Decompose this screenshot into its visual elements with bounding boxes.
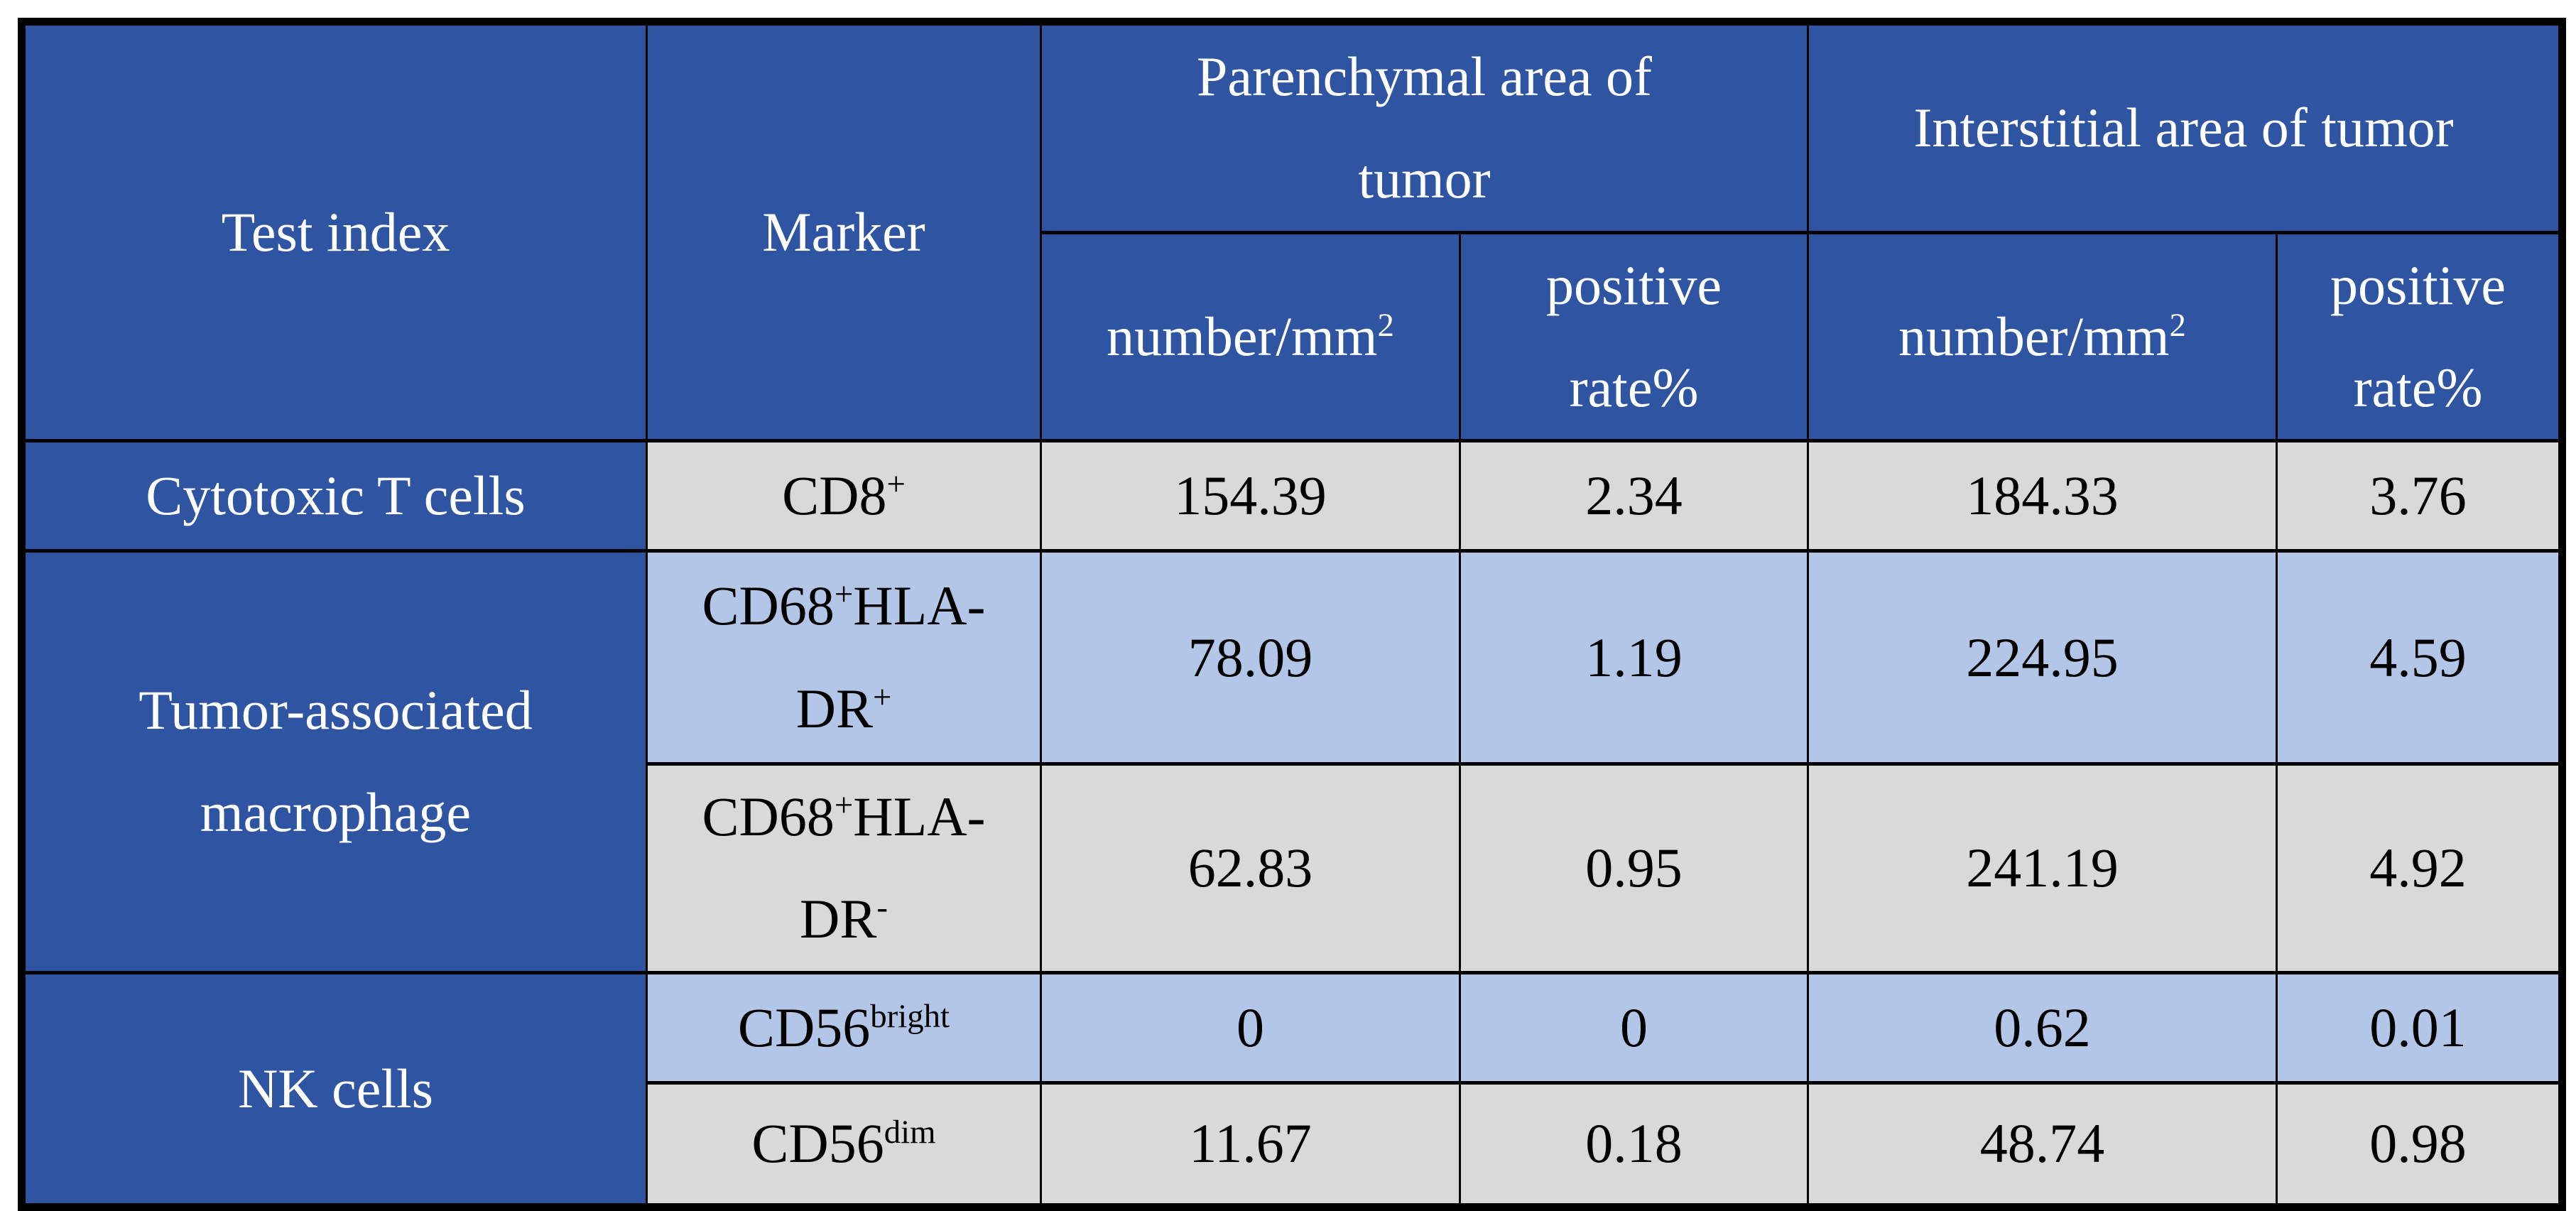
value-cell: 1.19 <box>1459 549 1809 766</box>
marker-superscript: bright <box>870 997 950 1035</box>
value-cell: 3.76 <box>2275 439 2564 553</box>
marker-cell-cd56-bright: CD56bright <box>646 970 1042 1085</box>
marker-superscript: dim <box>884 1114 936 1151</box>
value-cell: 0.01 <box>2275 970 2564 1085</box>
immune-cell-table: Test index Marker Parenchymal area of tu… <box>18 18 2567 1211</box>
value-cell: 0.98 <box>2275 1080 2564 1209</box>
value-cell: 0 <box>1040 970 1461 1085</box>
value-text: 224.95 <box>1966 626 2119 688</box>
value-cell: 224.95 <box>1807 549 2278 766</box>
group-label-line2: macrophage <box>200 781 472 844</box>
value-cell: 2.34 <box>1459 439 1809 553</box>
value-text: 2.34 <box>1585 465 1683 527</box>
marker-superscript: + <box>834 787 854 825</box>
marker-cell-cd68-hla-dr-pos: CD68+HLA- DR+ <box>646 549 1042 766</box>
value-text: 3.76 <box>2369 465 2467 527</box>
value-text: 241.19 <box>1966 837 2119 899</box>
number-superscript: 2 <box>1377 306 1394 344</box>
marker-cell-cd68-hla-dr-neg: CD68+HLA- DR- <box>646 762 1042 974</box>
marker-base: CD8 <box>782 465 887 527</box>
marker-base: CD68 <box>702 575 835 637</box>
subheader-interstitial-positive-rate: positive rate% <box>2275 230 2564 443</box>
table-row-cd56-dim: CD56dim 11.67 0.18 48.74 0.98 <box>22 1080 2564 1209</box>
table-row-cd8: Cytotoxic T cells CD8+ 154.39 2.34 184.3… <box>21 439 2564 553</box>
marker-base: DR <box>795 677 873 739</box>
header-cell-parenchymal: Parenchymal area of tumor <box>1040 20 1809 234</box>
value-cell: 0.62 <box>1807 970 2278 1085</box>
row-group-nk-cells: NK cells <box>21 970 648 1209</box>
marker-cell-cd8: CD8+ <box>646 439 1042 553</box>
value-text: 11.67 <box>1189 1112 1312 1175</box>
number-per-mm2-label: number/mm <box>1898 305 2170 367</box>
value-cell: 241.19 <box>1807 762 2278 974</box>
value-text: 78.09 <box>1188 626 1313 688</box>
marker-base: CD56 <box>751 1112 884 1175</box>
table-row-cd68-dr-neg: CD68+HLA- DR- 62.83 0.95 241.19 4.92 <box>22 762 2564 974</box>
value-text: 154.39 <box>1174 465 1327 527</box>
header-marker-label: Marker <box>762 200 925 263</box>
value-text: 0 <box>1237 996 1264 1058</box>
header-test-index-label: Test index <box>221 200 450 263</box>
marker-base: HLA- <box>853 575 986 637</box>
value-text: 1.19 <box>1585 626 1683 688</box>
value-cell: 4.59 <box>2275 549 2564 766</box>
value-cell: 184.33 <box>1807 439 2278 553</box>
header-cell-test-index: Test index <box>21 19 648 443</box>
value-text: 0.62 <box>1994 996 2091 1058</box>
number-superscript: 2 <box>2169 306 2186 344</box>
header-row-2: number/mm2 positive rate% number/mm2 pos… <box>22 230 2564 443</box>
header-cell-interstitial: Interstitial area of tumor <box>1806 20 2564 234</box>
value-cell: 78.09 <box>1040 549 1461 766</box>
table-row-cd56-bright: NK cells CD56bright 0 0 0.62 0.01 <box>21 970 2564 1209</box>
value-cell: 0.18 <box>1459 1080 1809 1209</box>
data-table: Test index Marker Parenchymal area of tu… <box>18 18 2567 1211</box>
positive-rate-line2: rate% <box>1569 356 1699 418</box>
value-text: 48.74 <box>1979 1112 2105 1175</box>
header-parenchymal-line1: Parenchymal area of <box>1197 45 1652 107</box>
value-cell: 154.39 <box>1040 439 1461 553</box>
marker-superscript: - <box>876 889 888 927</box>
value-text: 184.33 <box>1966 465 2119 527</box>
marker-cell-cd56-dim: CD56dim <box>646 1080 1042 1209</box>
marker-base: CD68 <box>702 786 835 848</box>
value-text: 4.92 <box>2369 837 2467 899</box>
subheader-parenchymal-number: number/mm2 <box>1040 230 1461 443</box>
marker-superscript: + <box>834 576 854 614</box>
positive-rate-line1: positive <box>2330 254 2506 316</box>
number-per-mm2-label: number/mm <box>1107 305 1378 367</box>
marker-superscript: + <box>886 466 906 504</box>
value-text: 0 <box>1620 996 1648 1058</box>
header-interstitial-label: Interstitial area of tumor <box>1913 97 2454 159</box>
value-text: 0.01 <box>2369 996 2467 1058</box>
value-cell: 62.83 <box>1040 762 1461 974</box>
row-group-tumor-associated-macrophage: Tumor-associated macrophage <box>21 549 648 974</box>
marker-superscript: + <box>872 678 892 716</box>
row-group-cytotoxic-t-cells: Cytotoxic T cells <box>21 439 648 553</box>
header-parenchymal-line2: tumor <box>1358 148 1491 210</box>
value-text: 0.98 <box>2369 1112 2467 1175</box>
group-label: NK cells <box>237 1057 434 1119</box>
subheader-parenchymal-positive-rate: positive rate% <box>1459 230 1809 443</box>
positive-rate-line2: rate% <box>2353 356 2483 418</box>
subheader-interstitial-number: number/mm2 <box>1807 230 2278 443</box>
marker-base: CD56 <box>737 996 871 1058</box>
marker-base: DR <box>800 888 877 950</box>
group-label-line1: Tumor-associated <box>138 679 533 742</box>
marker-base: HLA- <box>853 786 986 848</box>
value-text: 62.83 <box>1188 837 1313 899</box>
value-text: 0.95 <box>1585 837 1683 899</box>
value-cell: 4.92 <box>2275 762 2564 974</box>
value-cell: 11.67 <box>1040 1080 1461 1209</box>
value-cell: 0.95 <box>1459 762 1809 974</box>
positive-rate-line1: positive <box>1546 254 1722 316</box>
value-text: 4.59 <box>2369 626 2467 688</box>
group-label: Cytotoxic T cells <box>146 465 526 527</box>
header-cell-marker: Marker <box>646 19 1042 443</box>
value-cell: 48.74 <box>1807 1080 2278 1209</box>
value-text: 0.18 <box>1585 1112 1683 1175</box>
table-row-cd68-dr-pos: Tumor-associated macrophage CD68+HLA- DR… <box>21 549 2564 974</box>
value-cell: 0 <box>1459 970 1809 1085</box>
header-row-1: Test index Marker Parenchymal area of tu… <box>21 19 2564 443</box>
